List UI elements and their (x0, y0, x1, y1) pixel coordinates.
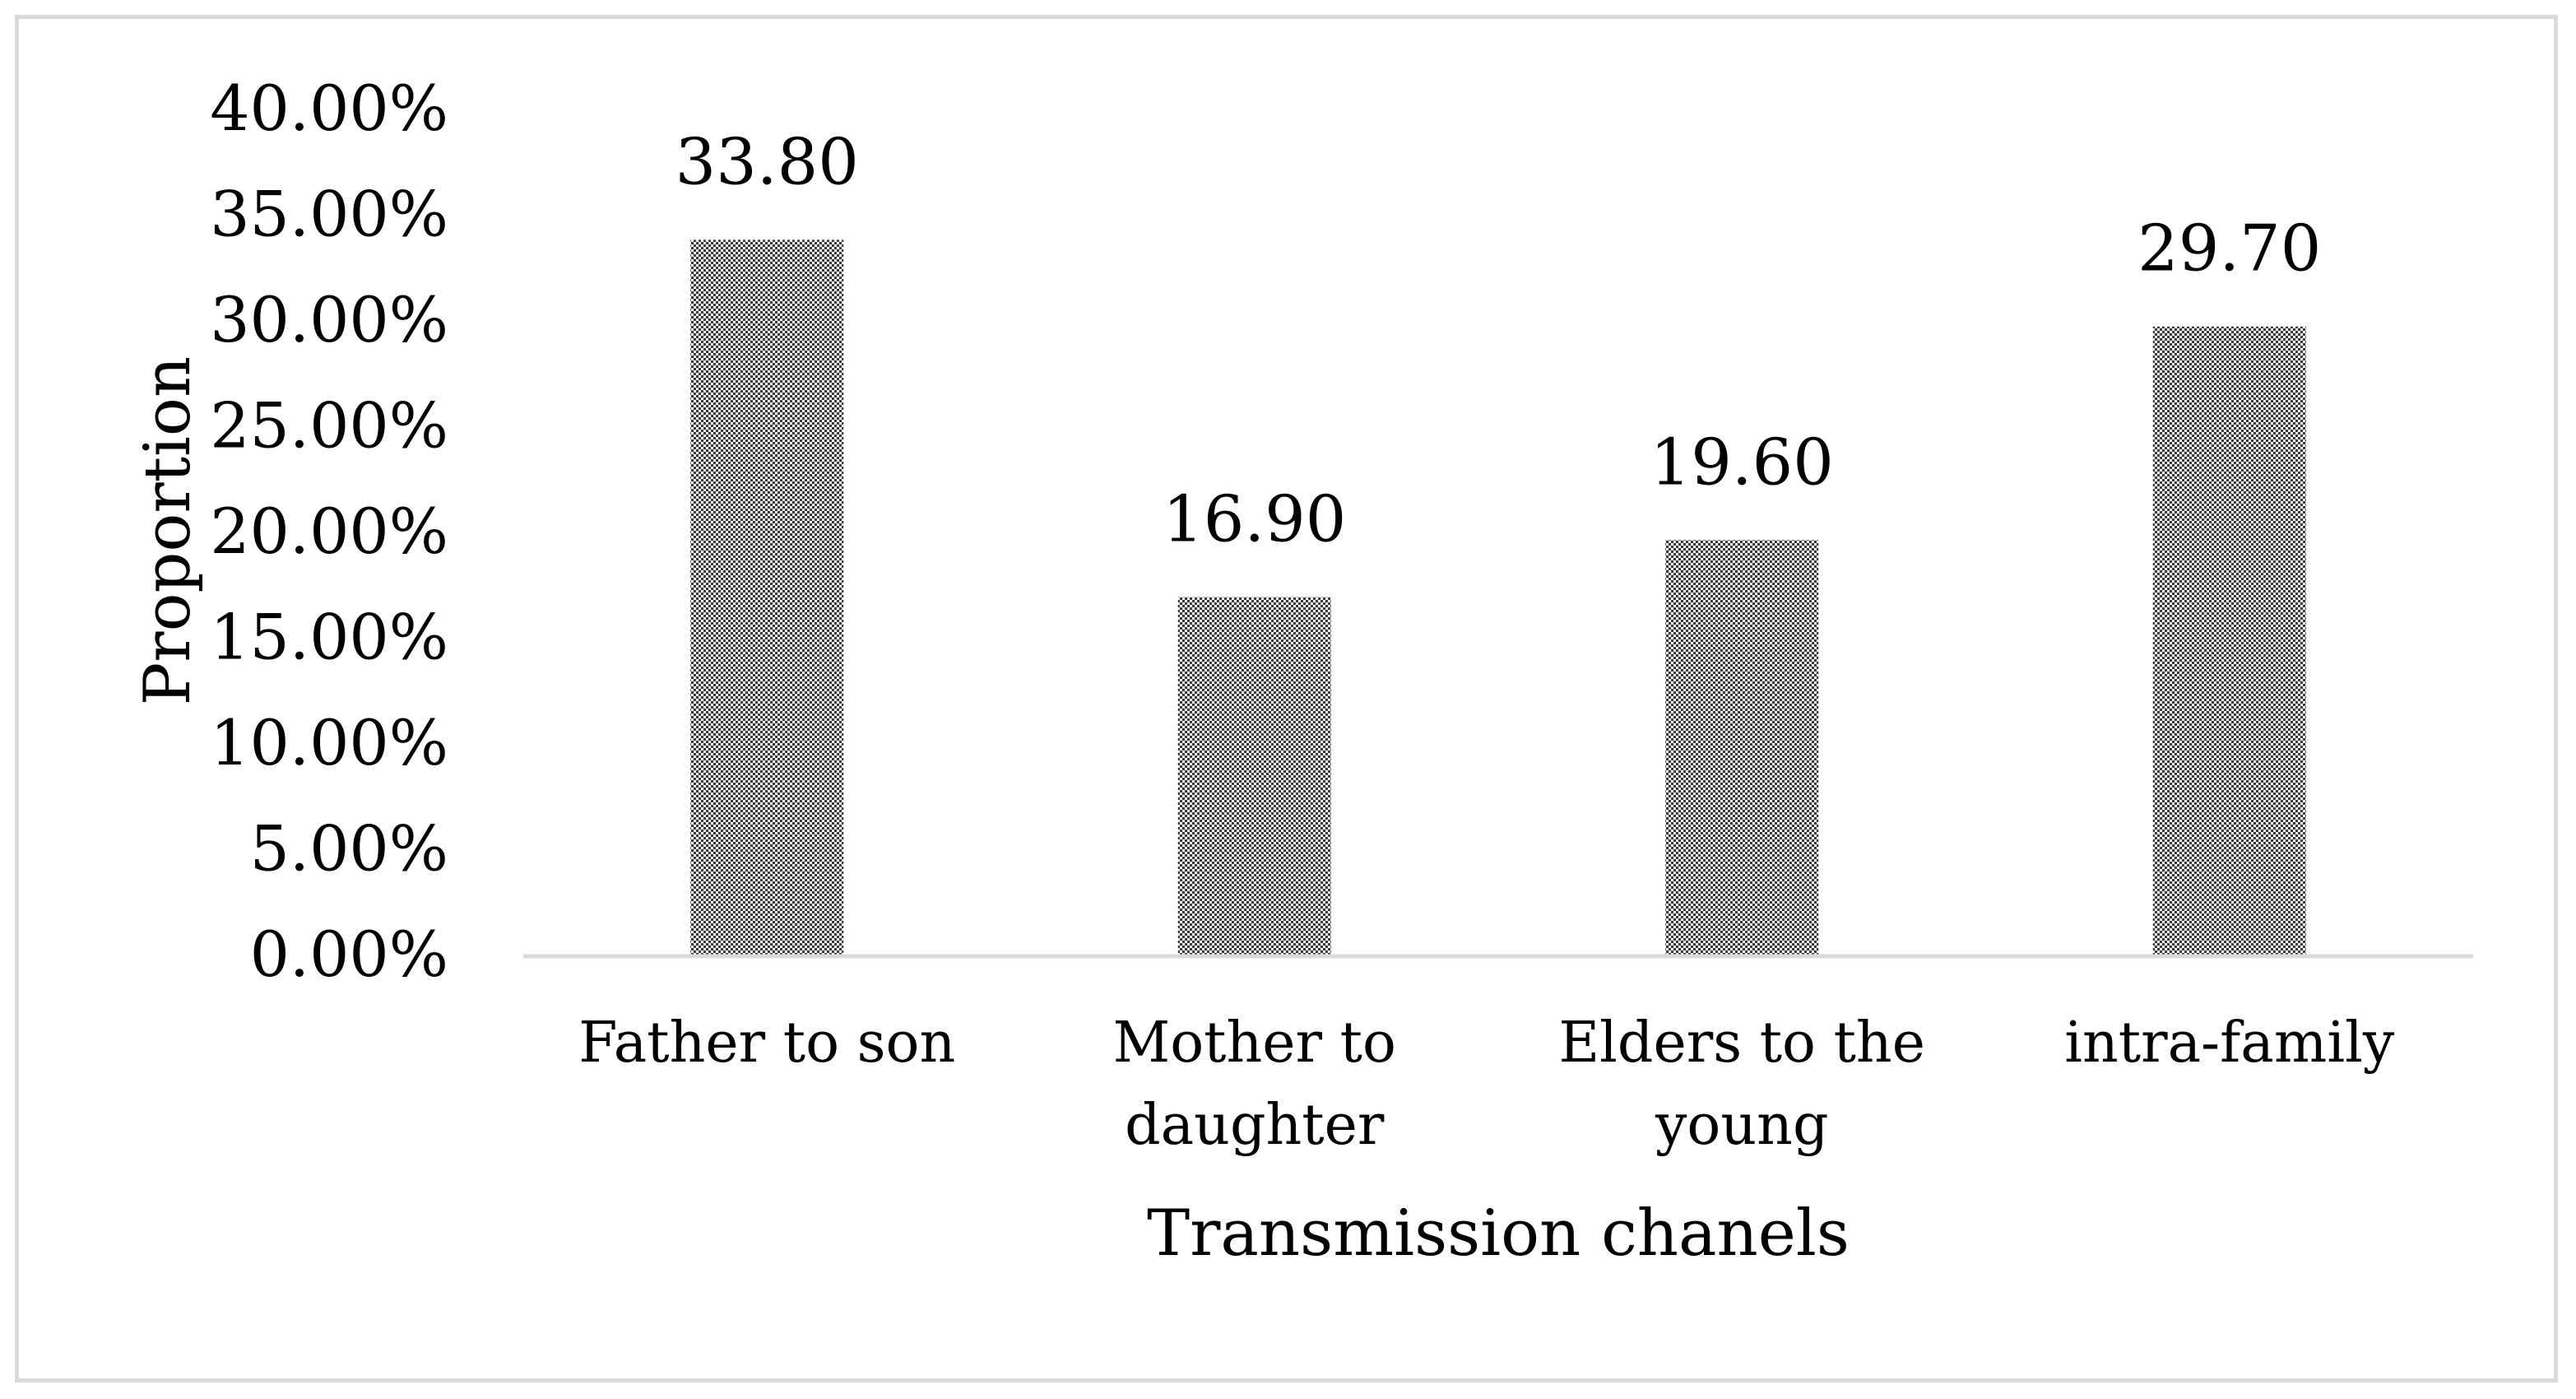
y-tick-label: 30.00% (210, 283, 448, 356)
y-tick-label: 25.00% (210, 389, 448, 462)
bar-value-label: 19.60 (1650, 425, 1834, 500)
y-tick-label: 5.00% (250, 812, 448, 885)
x-category-label: Elders to the young (1559, 1011, 1925, 1158)
bar (690, 239, 844, 955)
y-tick-label: 15.00% (210, 601, 448, 674)
y-tick-label: 40.00% (210, 72, 448, 145)
x-category-label: Father to son (578, 1011, 955, 1076)
x-category-label: Mother to daughter (1113, 1011, 1396, 1158)
y-tick-label: 20.00% (210, 495, 448, 568)
bar-value-label: 29.70 (2137, 212, 2321, 286)
bar (1665, 540, 1819, 955)
y-axis-title: Proportion (131, 356, 205, 705)
bar-value-label: 16.90 (1163, 483, 1346, 557)
y-tick-label: 0.00% (250, 918, 448, 991)
x-category-label: intra-family (2064, 1011, 2395, 1076)
data-labels: 33.80 16.90 19.60 29.70 (675, 125, 2322, 556)
bars (690, 239, 2306, 955)
y-axis-ticks: 0.00% 5.00% 10.00% 15.00% 20.00% 25.00% 30.00%… (210, 72, 448, 991)
y-tick-label: 35.00% (210, 178, 448, 251)
bar-value-label: 33.80 (675, 125, 859, 199)
category-labels: Father to son Mother to daughter Elders to … (578, 1011, 2395, 1158)
x-axis-title: Transmission chanels (1147, 1197, 1850, 1271)
y-tick-label: 10.00% (210, 706, 448, 779)
bar (1177, 597, 1331, 955)
bar (2152, 326, 2306, 955)
